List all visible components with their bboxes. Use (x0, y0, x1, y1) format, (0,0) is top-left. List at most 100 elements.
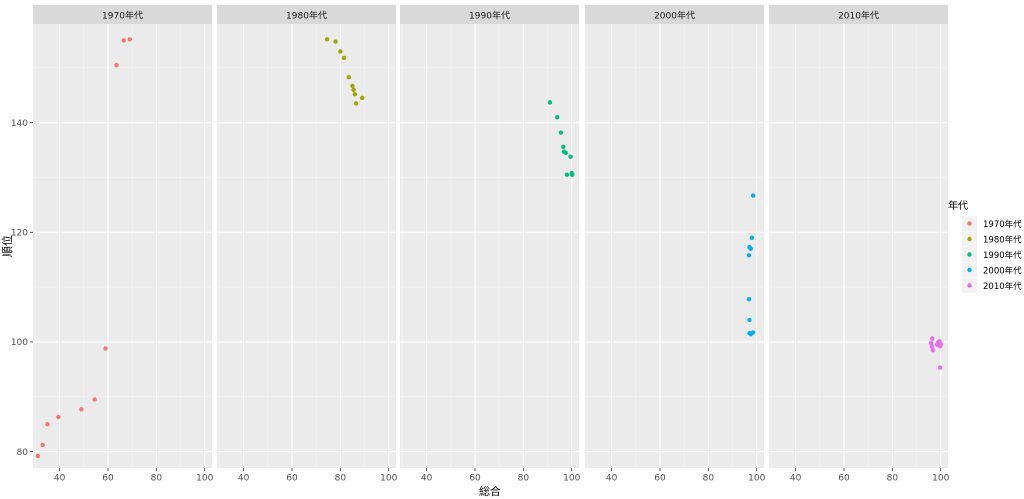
data-point (352, 91, 358, 97)
data-point (359, 95, 365, 101)
legend-key-point (967, 221, 972, 226)
x-tick-label: 60 (286, 474, 298, 484)
x-tick-label: 40 (606, 474, 618, 484)
facet-panel-3: 1990年代 40 60 80 100 (400, 5, 581, 484)
data-point (746, 253, 752, 258)
data-point (938, 341, 943, 347)
legend-item-label: 1990年代 (983, 250, 1022, 261)
data-point (746, 296, 752, 302)
x-tick-label: 40 (54, 474, 66, 484)
x-tick-label: 40 (238, 474, 250, 484)
data-point (748, 246, 753, 251)
x-tick-label: 100 (748, 474, 765, 484)
facet-panel-5: 2010年代 40 60 80 100 (769, 5, 950, 484)
data-point (103, 346, 108, 351)
data-point (56, 414, 61, 420)
panel-background (400, 24, 579, 468)
facet-panel-1: 1970年代 40 60 80 100 (33, 5, 214, 484)
data-point (350, 83, 355, 89)
data-point (750, 193, 756, 198)
data-point (558, 130, 564, 135)
legend-item-label: 1980年代 (983, 234, 1022, 245)
data-point (114, 62, 119, 68)
x-tick-label: 60 (838, 474, 850, 484)
x-tick-label: 80 (335, 474, 347, 484)
data-point (341, 55, 347, 61)
legend-item-label: 2000年代 (983, 265, 1022, 276)
facet-strip-label: 2010年代 (838, 10, 879, 22)
data-point (127, 37, 132, 42)
data-point (561, 144, 566, 149)
legend-key-point (967, 252, 972, 257)
facet-strip (33, 5, 212, 24)
data-point (555, 114, 560, 120)
data-point (346, 74, 352, 80)
data-point (563, 150, 568, 156)
panel-background (33, 24, 212, 468)
data-point (930, 347, 936, 353)
data-point (353, 101, 359, 106)
data-point (338, 49, 343, 54)
data-point (333, 39, 338, 44)
legend-key-point (967, 267, 972, 273)
x-tick-label: 60 (469, 474, 481, 484)
legend-item-label: 1970年代 (983, 219, 1022, 230)
legend-key-point (967, 236, 972, 242)
data-point (121, 38, 126, 43)
data-point (40, 442, 45, 448)
legend-item-label: 2010年代 (983, 281, 1022, 292)
data-point (750, 330, 756, 335)
facet-strip-label: 2000年代 (654, 10, 695, 22)
x-tick-label: 100 (563, 474, 580, 484)
data-point (351, 87, 356, 92)
x-tick-label: 60 (654, 474, 666, 484)
data-point (749, 235, 755, 240)
data-point (570, 172, 575, 177)
data-point (45, 421, 50, 427)
panel-background (769, 24, 948, 468)
data-point (92, 397, 97, 402)
x-tick-label: 80 (151, 474, 163, 484)
y-tick-label: 140 (11, 119, 28, 129)
x-tick-label: 40 (790, 474, 802, 484)
facet-strip (585, 5, 764, 24)
legend: 年代 1970年代 1980年代 1990年代 2000年代 2010年代 (948, 199, 1022, 293)
facet-panel-4: 2000年代 40 60 80 100 (585, 5, 766, 484)
panel-background (217, 24, 396, 468)
y-axis-title: 順位 (0, 235, 14, 257)
y-tick-label: 80 (17, 448, 29, 458)
x-tick-label: 80 (887, 474, 899, 484)
x-tick-label: 60 (102, 474, 114, 484)
x-tick-label: 80 (518, 474, 530, 484)
x-tick-label: 100 (196, 474, 213, 484)
data-point (547, 100, 553, 105)
y-tick-label: 100 (11, 338, 28, 348)
legend-title: 年代 (948, 199, 968, 212)
data-point (930, 336, 935, 341)
facet-strip (769, 5, 948, 24)
x-tick-label: 100 (380, 474, 397, 484)
data-point (929, 344, 934, 349)
legend-key-point (967, 283, 972, 288)
data-point (79, 407, 84, 412)
data-point (564, 172, 570, 177)
facet-strip (217, 5, 396, 24)
facet-strip (400, 5, 579, 24)
data-point (35, 453, 41, 459)
data-point (324, 37, 330, 42)
data-point (747, 317, 752, 323)
x-tick-label: 100 (932, 474, 949, 484)
x-axis-title: 総合 (479, 484, 501, 498)
data-point (928, 340, 934, 346)
y-tick-label: 120 (11, 228, 28, 238)
facet-panel-2: 1980年代 40 60 80 100 (217, 5, 398, 484)
facet-strip-label: 1970年代 (102, 10, 143, 22)
facet-strip-label: 1980年代 (286, 10, 327, 22)
facet-strip-label: 1990年代 (469, 10, 510, 22)
panel-background (585, 24, 764, 468)
x-tick-label: 40 (421, 474, 433, 484)
data-point (937, 365, 943, 370)
data-point (568, 154, 573, 159)
x-tick-label: 80 (703, 474, 715, 484)
